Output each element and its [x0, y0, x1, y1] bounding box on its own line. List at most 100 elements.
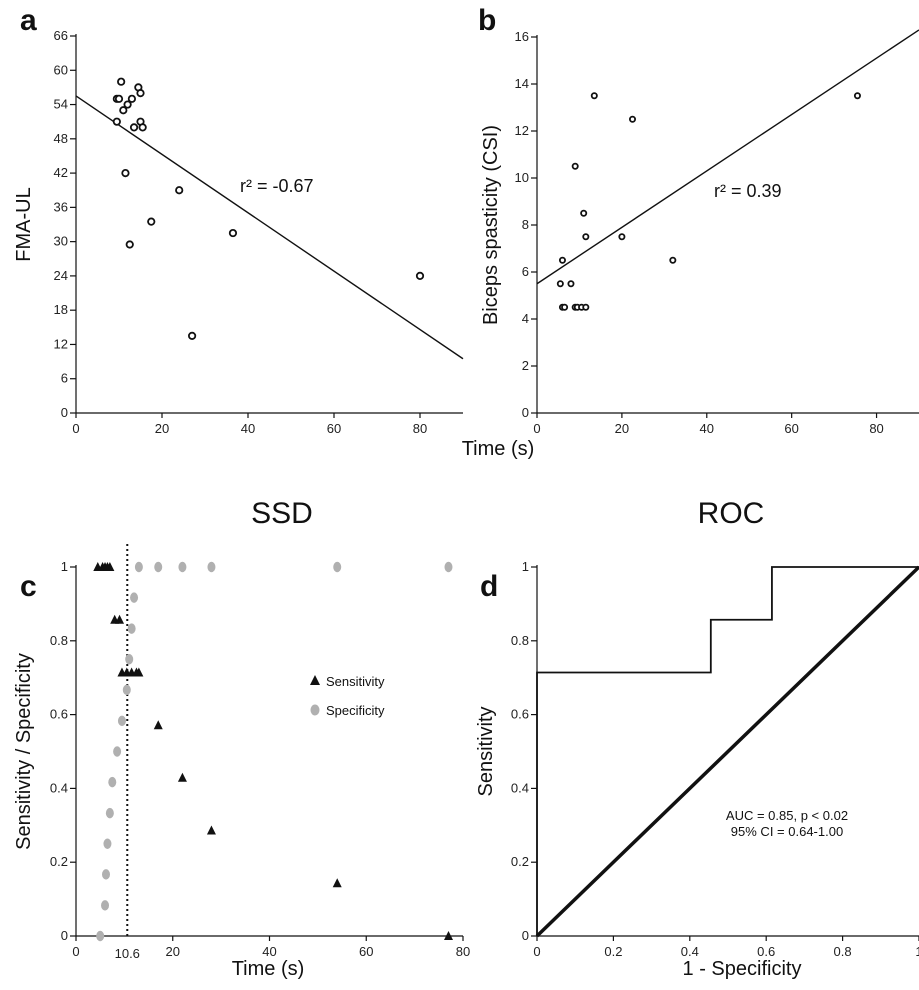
- specificity-point: [134, 561, 143, 573]
- data-point: [415, 271, 425, 281]
- y-tick-label: 54: [54, 97, 68, 112]
- x-tick-label: 60: [327, 421, 341, 436]
- data-point: [112, 117, 121, 126]
- x-tick-label: 0.8: [834, 944, 852, 959]
- y-tick-label: 18: [54, 302, 68, 317]
- x-tick-label: 0: [533, 944, 540, 959]
- legend-specificity-marker: [310, 704, 320, 716]
- x-tick-label: 80: [869, 421, 883, 436]
- x-tick-label: 80: [456, 944, 470, 959]
- panel-title: SSD: [251, 497, 313, 530]
- panel-label: a: [20, 4, 37, 37]
- specificity-point: [117, 715, 126, 727]
- data-point: [580, 209, 588, 217]
- data-point: [567, 280, 575, 288]
- auc-annotation-line: 95% CI = 0.64-1.00: [731, 824, 843, 839]
- specificity-point: [113, 746, 122, 757]
- y-tick-label: 0: [522, 928, 529, 943]
- data-point: [582, 233, 590, 241]
- legend: Sensitivity Specificity: [310, 674, 385, 718]
- data-point: [121, 168, 130, 178]
- data-point: [147, 217, 156, 226]
- data-point: [117, 77, 126, 86]
- y-tick-label: 8: [522, 217, 529, 232]
- x-axis-label: 1 - Specificity: [683, 958, 802, 980]
- sensitivity-point: [206, 825, 216, 835]
- regression-line: [536, 29, 919, 285]
- y-tick-label: 42: [54, 165, 68, 180]
- y-tick-label: 30: [54, 234, 68, 249]
- y-tick-label: 0: [61, 928, 68, 943]
- y-tick-label: 0: [61, 405, 68, 420]
- r-squared-annotation: r² = -0.67: [240, 176, 314, 196]
- data-point: [571, 162, 579, 170]
- data-point: [582, 303, 590, 311]
- y-tick-label: 1: [522, 559, 529, 574]
- y-tick-label: 16: [515, 29, 529, 44]
- specificity-point: [444, 561, 453, 573]
- cutoff-label: 10.6: [115, 946, 140, 961]
- specificity-point: [125, 654, 134, 665]
- data-point: [853, 92, 861, 100]
- specificity-point: [178, 561, 187, 573]
- x-tick-label: 0.6: [757, 944, 775, 959]
- y-tick-label: 6: [522, 264, 529, 279]
- x-tick-label: 20: [615, 421, 629, 436]
- specificity-point: [127, 623, 136, 634]
- legend-specificity-label: Specificity: [326, 703, 385, 718]
- y-tick-label: 0.8: [511, 633, 529, 648]
- specificity-point: [207, 561, 216, 573]
- y-tick-label: 14: [515, 76, 529, 91]
- x-tick-label: 20: [155, 421, 169, 436]
- data-point: [590, 92, 598, 100]
- panel-c: c SSD 0 0.2 0.4 0.6 0.8 1 0 20 40 60 80 Sensitivity /…: [13, 497, 470, 980]
- data-point: [175, 186, 184, 195]
- y-axis-label: Sensitivity / Specificity: [13, 653, 35, 850]
- y-tick-label: 36: [54, 199, 68, 214]
- y-tick-label: 0.2: [511, 854, 529, 869]
- specificity-point: [103, 838, 112, 849]
- x-tick-label: 80: [413, 421, 427, 436]
- data-point: [114, 94, 124, 103]
- y-tick-label: 66: [54, 28, 68, 43]
- data-point: [125, 240, 134, 249]
- data-point: [629, 115, 637, 123]
- data-point: [228, 228, 238, 238]
- y-axis-label: Sensitivity: [475, 706, 497, 796]
- y-tick-label: 60: [54, 62, 68, 77]
- y-axis-label: Biceps spasticity (CSI): [480, 125, 502, 325]
- data-point: [561, 303, 569, 311]
- panel-label: c: [20, 570, 37, 603]
- y-tick-label: 12: [515, 123, 529, 138]
- data-point: [669, 256, 677, 264]
- sensitivity-point: [134, 667, 144, 677]
- y-tick-label: 4: [522, 311, 529, 326]
- data-point: [188, 331, 197, 340]
- y-tick-label: 24: [54, 268, 68, 283]
- x-tick-label: 0: [533, 421, 540, 436]
- x-tick-label: 40: [241, 421, 255, 436]
- y-tick-label: 12: [54, 336, 68, 351]
- y-tick-label: 2: [522, 358, 529, 373]
- sensitivity-point: [105, 562, 115, 571]
- regression-line: [75, 95, 464, 360]
- auc-annotation-line: AUC = 0.85, p < 0.02: [726, 808, 848, 823]
- panel-title: ROC: [698, 497, 765, 530]
- specificity-point: [96, 930, 105, 942]
- specificity-point: [122, 684, 131, 696]
- panel-a: a 0 6 12 18 24 30 36 42 48 54 60 66 0 20 40 60 80 FMA-UL r²…: [13, 4, 464, 436]
- panel-d: d ROC 0 0.2 0.4 0.6 0.8 1 0 0.2 0.4 0.6 0.8 1 Sensitiv…: [475, 497, 919, 980]
- y-tick-label: 48: [54, 131, 68, 146]
- data-point: [558, 256, 566, 264]
- sensitivity-point: [332, 878, 342, 888]
- y-tick-label: 0.2: [50, 854, 68, 869]
- specificity-point: [105, 807, 114, 819]
- x-tick-label: 1: [915, 944, 919, 959]
- x-tick-label: 40: [262, 944, 276, 959]
- x-tick-label: 60: [359, 944, 373, 959]
- r-squared-annotation: r² = 0.39: [714, 181, 782, 201]
- data-point: [119, 106, 128, 115]
- specificity-point: [130, 592, 139, 603]
- panel-label: b: [478, 4, 496, 37]
